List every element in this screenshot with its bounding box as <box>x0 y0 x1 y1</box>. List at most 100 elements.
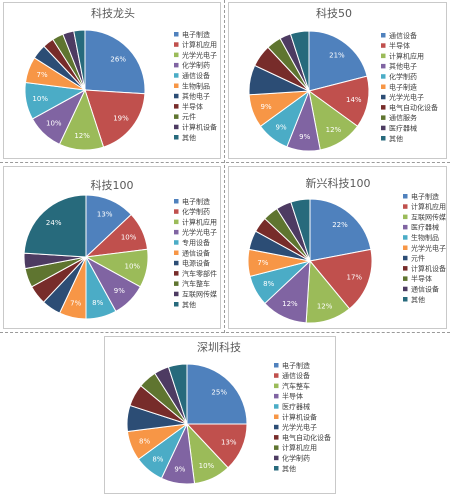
legend-entry: 半导体 <box>182 102 203 111</box>
legend-swatch <box>174 281 179 286</box>
pie-slice <box>23 194 87 258</box>
legend-swatch <box>174 42 179 47</box>
pie-chart-1: 科技50 21% 通信设备 14% 半导体 12% 计算机应用 9% 其他电子 9% 化学制药 9% 电… <box>248 6 438 152</box>
pie-data-label: 12% <box>282 300 298 308</box>
pie-slice <box>307 75 370 127</box>
pie-data-label: 13% <box>97 210 113 218</box>
pie-data-label: 19% <box>113 114 129 122</box>
legend-swatch <box>381 84 386 89</box>
legend-swatch <box>381 43 386 48</box>
legend-entry: 其他 <box>389 134 403 143</box>
legend-swatch <box>174 219 179 225</box>
pie-data-label: 9% <box>276 124 287 132</box>
legend-entry: 其他 <box>182 133 196 142</box>
legend-swatch <box>403 194 408 199</box>
pie-slice <box>309 198 372 262</box>
legend-entry: 半导体 <box>389 41 410 50</box>
pie-data-label: 24% <box>46 219 62 227</box>
legend-swatch <box>381 53 386 59</box>
legend-swatch <box>274 383 279 389</box>
pie-data-label: 14% <box>346 96 362 104</box>
legend-entry: 化学制药 <box>282 454 310 463</box>
legend-swatch <box>174 73 179 78</box>
pie-data-label: 9% <box>261 103 272 111</box>
legend-swatch <box>174 124 179 130</box>
pie-data-label: 9% <box>114 287 125 295</box>
pie-data-label: 12% <box>317 302 333 310</box>
legend-swatch <box>403 235 408 240</box>
legend-swatch <box>274 424 279 430</box>
legend-swatch <box>174 250 179 255</box>
legend-entry: 计算机应用 <box>282 443 317 452</box>
legend-swatch <box>403 266 408 271</box>
chart-title: 深圳科技 <box>197 340 241 354</box>
legend-swatch <box>381 125 386 131</box>
pie-data-label: 9% <box>299 133 310 141</box>
divider-horizontal <box>0 162 450 163</box>
pie-data-label: 17% <box>347 274 363 282</box>
legend-entry: 电子制造 <box>182 197 210 206</box>
legend-entry: 电子制造 <box>389 82 417 91</box>
chart-title: 科技龙头 <box>91 6 135 20</box>
legend-entry: 计算机应用 <box>182 40 217 49</box>
legend-swatch <box>274 393 279 399</box>
legend-swatch <box>174 229 179 235</box>
legend-swatch <box>381 94 386 100</box>
legend-entry: 通信设备 <box>182 248 210 257</box>
pie-chart-2: 科技100 13% 电子制造 10% 化学制药 10% 计算机应用 9% 光学光电子 8% 专用设备… <box>23 178 217 320</box>
legend-entry: 光学光电子 <box>182 50 217 59</box>
pie-data-label: 25% <box>211 388 227 396</box>
chart-title: 新兴科技100 <box>306 176 371 190</box>
legend-entry: 生物制品 <box>411 233 439 242</box>
pie-data-label: 7% <box>257 259 268 267</box>
legend-entry: 其他 <box>282 464 296 473</box>
legend-entry: 汽车零部件 <box>182 269 217 278</box>
legend-swatch <box>174 32 179 37</box>
legend-swatch <box>274 373 279 378</box>
pie-slice <box>167 363 188 425</box>
pie-data-label: 10% <box>125 262 141 270</box>
divider-horizontal-lower <box>0 332 450 333</box>
legend-entry: 计算机设备 <box>411 264 446 273</box>
legend-entry: 医疗器械 <box>282 402 310 411</box>
legend-swatch <box>403 255 408 261</box>
legend-swatch <box>174 240 179 245</box>
pie-data-label: 12% <box>326 126 342 134</box>
legend-swatch <box>174 260 179 266</box>
legend-swatch <box>174 83 179 88</box>
pie-chart-3: 新兴科技100 22% 电子制造 17% 计算机应用 12% 互联网传媒 12% 医疗器械 8% 生… <box>247 176 446 324</box>
legend-swatch <box>403 204 408 209</box>
legend-entry: 电气自动化设备 <box>389 103 438 112</box>
pie-data-label: 7% <box>37 71 48 79</box>
legend-swatch <box>174 114 179 119</box>
pie-slice <box>290 198 311 262</box>
legend-swatch <box>274 435 279 440</box>
legend-swatch <box>274 414 279 419</box>
legend-swatch <box>274 455 279 461</box>
legend-swatch <box>274 363 279 368</box>
chart-title: 科技100 <box>91 178 134 192</box>
legend-entry: 计算机应用 <box>389 51 424 60</box>
legend-entry: 半导体 <box>411 274 432 283</box>
pie-data-label: 8% <box>92 299 103 307</box>
legend-swatch <box>403 214 408 220</box>
pie-slice <box>73 29 86 91</box>
pie-data-label: 12% <box>74 132 90 140</box>
legend-entry: 医疗器械 <box>389 124 417 133</box>
legend-swatch <box>174 302 179 307</box>
legend-swatch <box>381 74 386 79</box>
legend-entry: 汽车整车 <box>182 279 210 288</box>
legend-entry: 计算机设备 <box>282 412 317 421</box>
legend-entry: 元件 <box>182 112 196 121</box>
legend-swatch <box>174 291 179 297</box>
legend-entry: 通信设备 <box>282 371 310 380</box>
pie-data-label: 10% <box>46 120 62 128</box>
legend-entry: 汽车整车 <box>282 381 310 390</box>
legend-entry: 电气自动化设备 <box>282 433 331 442</box>
legend-swatch <box>381 115 386 120</box>
pie-slice <box>289 30 310 92</box>
legend-swatch <box>403 224 408 230</box>
legend-entry: 化学制药 <box>389 72 417 81</box>
legend-entry: 元件 <box>411 254 425 263</box>
legend-entry: 专用设备 <box>182 238 210 247</box>
